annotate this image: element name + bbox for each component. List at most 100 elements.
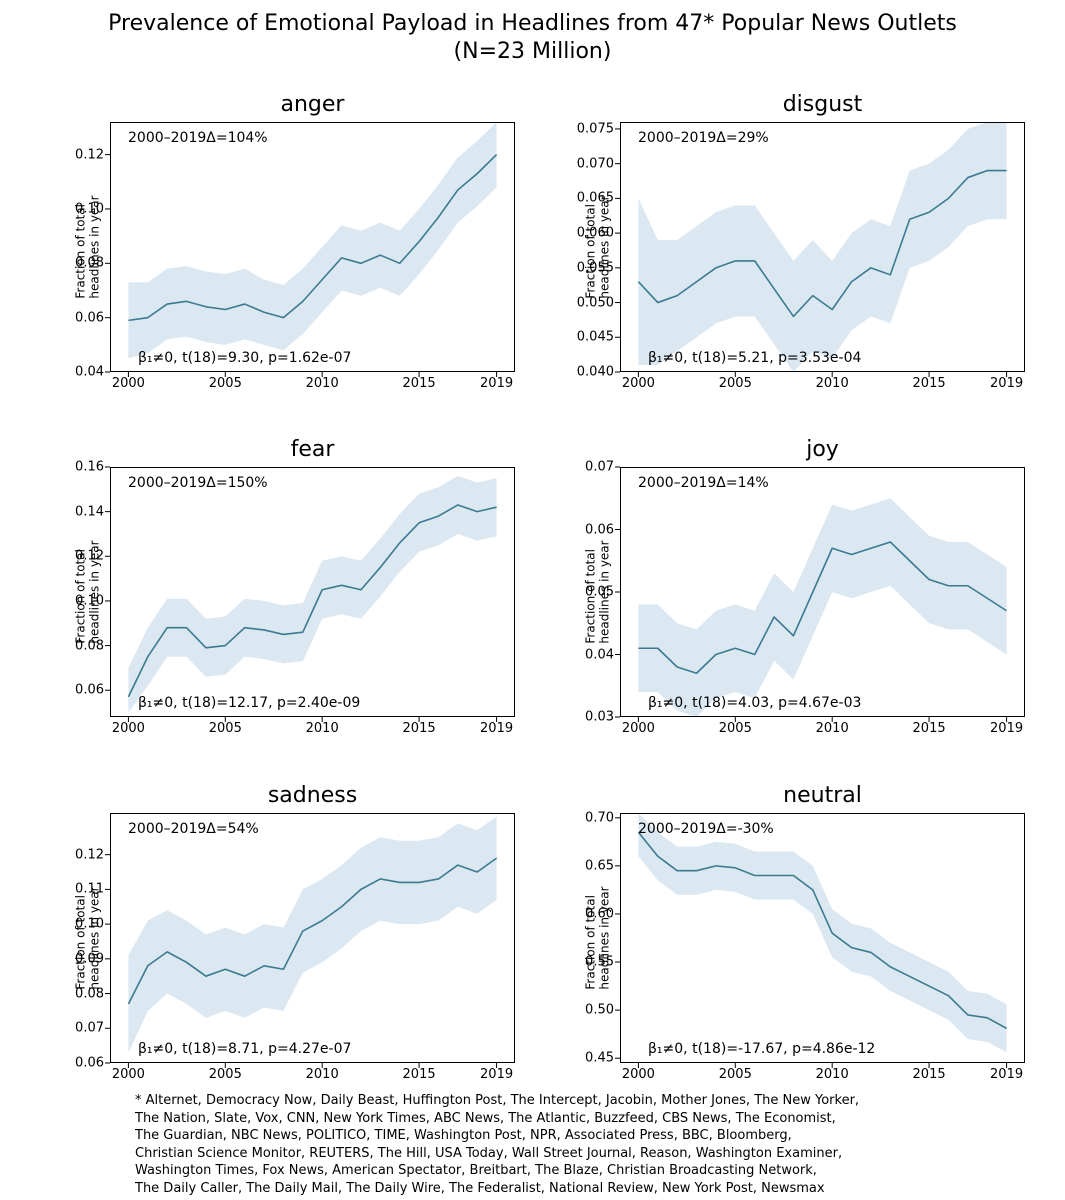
y-tick-label: 0.06 [75, 1056, 104, 1071]
x-tick-label: 2000 [112, 1067, 145, 1082]
panel-title-disgust: disgust [620, 92, 1025, 117]
x-tick-label: 2000 [112, 721, 145, 736]
x-tick-label: 2005 [719, 1067, 752, 1082]
y-tick-label: 0.040 [577, 365, 614, 380]
x-tick-label: 2015 [403, 1067, 436, 1082]
y-axis-label: Fraction of totalheadlines in year [74, 886, 102, 989]
panel-title-fear: fear [110, 437, 515, 462]
x-tick-label: 2010 [816, 376, 849, 391]
y-tick-label: 0.11 [75, 882, 104, 897]
x-tick-label: 2019 [990, 376, 1023, 391]
x-tick-label: 2015 [913, 721, 946, 736]
y-tick-label: 0.08 [75, 256, 104, 271]
x-tick-label: 2005 [209, 721, 242, 736]
panel-disgust: disgustFraction of totalheadlines in yea… [620, 122, 1025, 372]
x-tick-label: 2019 [480, 376, 513, 391]
panel-anger: angerFraction of totalheadlines in year2… [110, 122, 515, 372]
confidence-band [128, 122, 496, 358]
plot-svg-neutral [620, 813, 1025, 1063]
y-tick-label: 0.55 [585, 955, 614, 970]
x-tick-label: 2019 [990, 1067, 1023, 1082]
x-tick-label: 2000 [112, 376, 145, 391]
y-tick-label: 0.075 [577, 121, 614, 136]
y-tick-label: 0.055 [577, 260, 614, 275]
y-tick-label: 0.10 [75, 593, 104, 608]
y-tick-label: 0.10 [75, 201, 104, 216]
y-tick-label: 0.14 [75, 504, 104, 519]
y-tick-label: 0.09 [75, 951, 104, 966]
y-tick-label: 0.08 [75, 986, 104, 1001]
y-tick-label: 0.50 [585, 1003, 614, 1018]
panel-title-joy: joy [620, 437, 1025, 462]
confidence-band [638, 498, 1006, 717]
panel-title-anger: anger [110, 92, 515, 117]
x-tick-label: 2019 [480, 721, 513, 736]
delta-label: 2000–2019Δ=29% [638, 130, 769, 146]
y-tick-label: 0.04 [585, 647, 614, 662]
y-tick-label: 0.12 [75, 147, 104, 162]
y-tick-label: 0.065 [577, 191, 614, 206]
y-tick-label: 0.07 [585, 460, 614, 475]
y-tick-label: 0.070 [577, 156, 614, 171]
x-tick-label: 2010 [306, 1067, 339, 1082]
x-tick-label: 2005 [719, 376, 752, 391]
y-tick-label: 0.060 [577, 226, 614, 241]
y-tick-label: 0.05 [585, 585, 614, 600]
plot-svg-sadness [110, 813, 515, 1063]
x-tick-label: 2000 [622, 721, 655, 736]
plot-svg-anger [110, 122, 515, 372]
x-tick-label: 2010 [816, 721, 849, 736]
y-tick-label: 0.04 [75, 365, 104, 380]
plot-svg-disgust [620, 122, 1025, 372]
stats-label: β₁≠0, t(18)=12.17, p=2.40e-09 [138, 695, 360, 711]
stats-label: β₁≠0, t(18)=9.30, p=1.62e-07 [138, 350, 351, 366]
confidence-band [128, 476, 496, 713]
x-tick-label: 2010 [816, 1067, 849, 1082]
delta-label: 2000–2019Δ=54% [128, 821, 259, 837]
x-tick-label: 2015 [913, 376, 946, 391]
y-tick-label: 0.045 [577, 330, 614, 345]
panel-joy: joyFraction of totalheadlines in year200… [620, 467, 1025, 717]
stats-label: β₁≠0, t(18)=8.71, p=4.27e-07 [138, 1041, 351, 1057]
x-tick-label: 2010 [306, 721, 339, 736]
plot-svg-joy [620, 467, 1025, 717]
y-axis-label: Fraction of totalheadlines in year [584, 886, 612, 989]
y-tick-label: 0.16 [75, 460, 104, 475]
y-tick-label: 0.12 [75, 847, 104, 862]
figure-suptitle: Prevalence of Emotional Payload in Headl… [0, 10, 1065, 65]
y-tick-label: 0.06 [75, 683, 104, 698]
x-tick-label: 2010 [306, 376, 339, 391]
delta-label: 2000–2019Δ=150% [128, 475, 268, 491]
x-tick-label: 2000 [622, 376, 655, 391]
panel-title-neutral: neutral [620, 783, 1025, 808]
confidence-band [128, 816, 496, 1052]
y-tick-label: 0.06 [75, 310, 104, 325]
figure: Prevalence of Emotional Payload in Headl… [0, 0, 1065, 1200]
plot-svg-fear [110, 467, 515, 717]
outlets-footnote: * Alternet, Democracy Now, Daily Beast, … [135, 1092, 1015, 1197]
x-tick-label: 2000 [622, 1067, 655, 1082]
panel-fear: fearFraction of totalheadlines in year20… [110, 467, 515, 717]
y-tick-label: 0.07 [75, 1021, 104, 1036]
x-tick-label: 2019 [990, 721, 1023, 736]
y-tick-label: 0.050 [577, 295, 614, 310]
panel-neutral: neutralFraction of totalheadlines in yea… [620, 813, 1025, 1063]
y-tick-label: 0.06 [585, 522, 614, 537]
panel-sadness: sadnessFraction of totalheadlines in yea… [110, 813, 515, 1063]
x-tick-label: 2015 [403, 376, 436, 391]
confidence-band [638, 813, 1006, 1052]
y-tick-label: 0.10 [75, 917, 104, 932]
x-tick-label: 2005 [209, 1067, 242, 1082]
x-tick-label: 2019 [480, 1067, 513, 1082]
x-tick-label: 2005 [719, 721, 752, 736]
y-tick-label: 0.45 [585, 1051, 614, 1066]
delta-label: 2000–2019Δ=104% [128, 130, 268, 146]
stats-label: β₁≠0, t(18)=-17.67, p=4.86e-12 [648, 1041, 875, 1057]
y-tick-label: 0.08 [75, 638, 104, 653]
stats-label: β₁≠0, t(18)=5.21, p=3.53e-04 [648, 350, 861, 366]
x-tick-label: 2015 [913, 1067, 946, 1082]
y-tick-label: 0.12 [75, 549, 104, 564]
y-tick-label: 0.60 [585, 906, 614, 921]
y-tick-label: 0.03 [585, 710, 614, 725]
confidence-band [638, 122, 1006, 372]
